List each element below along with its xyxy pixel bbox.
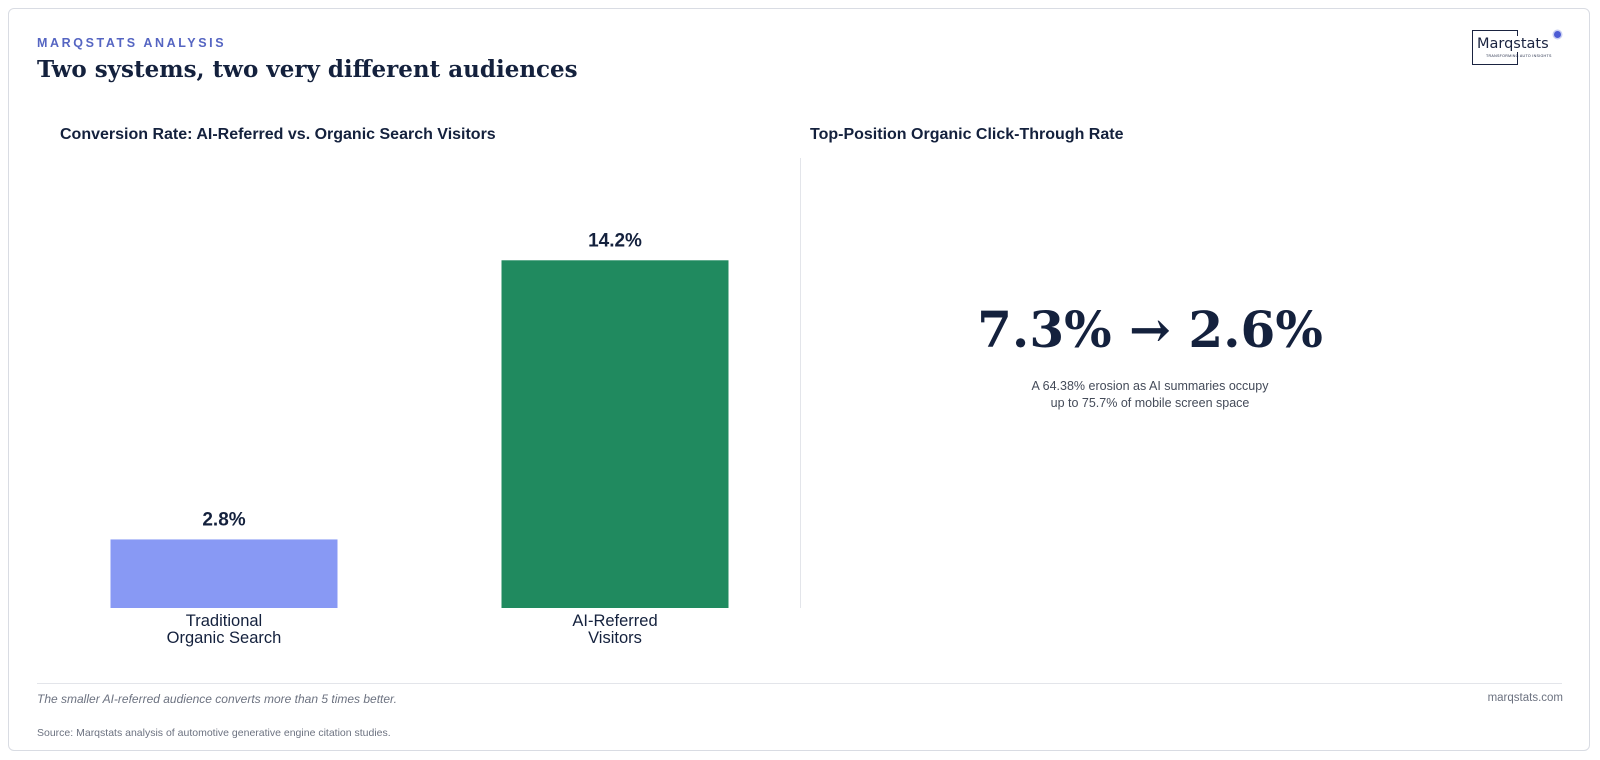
- page-title: Two systems, two very different audience…: [37, 56, 578, 83]
- logo-dot-icon: [1554, 31, 1561, 38]
- kicker-label: MARQSTATS ANALYSIS: [37, 36, 227, 50]
- panel-divider: [800, 158, 801, 608]
- bar-0: [110, 539, 338, 608]
- right-panel-title: Top-Position Organic Click-Through Rate: [810, 126, 1124, 143]
- category-label-0: Traditional Organic Search: [167, 612, 282, 647]
- bar-value-label-1: 14.2%: [588, 230, 642, 251]
- ctr-note: A 64.38% erosion as AI summaries occupy …: [1031, 379, 1269, 410]
- bar-value-label-0: 2.8%: [202, 509, 245, 530]
- takeaway-note: The smaller AI-referred audience convert…: [37, 692, 397, 706]
- left-panel-title: Conversion Rate: AI-Referred vs. Organic…: [60, 126, 496, 143]
- ctr-big-stat: 7.3% → 2.6%: [977, 300, 1323, 359]
- marqstats-logo: Marqstats TRANSFORMING AUTO INSIGHTS: [1472, 30, 1568, 68]
- bar-1: [501, 260, 729, 608]
- logo-tagline: TRANSFORMING AUTO INSIGHTS: [1486, 54, 1552, 58]
- source-note: Source: Marqstats analysis of automotive…: [37, 727, 391, 739]
- site-link[interactable]: marqstats.com: [1487, 692, 1563, 704]
- logo-wordmark: Marqstats: [1476, 36, 1550, 52]
- conversion-bar-chart: 2.8% Traditional Organic Search 14.2% AI-Ref…: [110, 230, 729, 647]
- chart-card: [8, 8, 1590, 751]
- footer-divider: [37, 683, 1562, 684]
- category-label-1: AI-Referred Visitors: [572, 612, 657, 647]
